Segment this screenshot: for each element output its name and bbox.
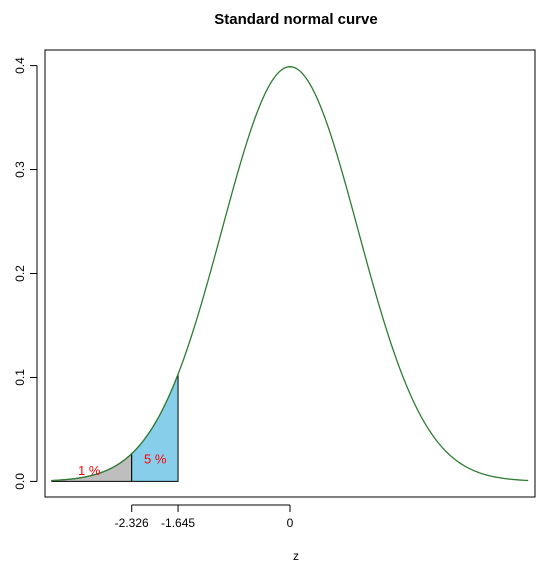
x-axis: -2.326 -1.645 0 bbox=[115, 504, 294, 530]
y-tick-label: 0.3 bbox=[13, 161, 27, 178]
x-tick-label: 0 bbox=[287, 516, 294, 530]
region-labels: 1 % 5 % bbox=[78, 452, 167, 478]
x-axis-label: z bbox=[293, 549, 299, 563]
y-tick-label: 0.1 bbox=[13, 369, 27, 386]
density-curve bbox=[51, 66, 529, 482]
y-tick-label: 0.4 bbox=[13, 57, 27, 74]
x-tick-label: -2.326 bbox=[115, 516, 149, 530]
y-axis: 0.0 0.1 0.2 0.3 0.4 bbox=[13, 57, 38, 490]
region-label-1: 1 % bbox=[78, 463, 101, 478]
y-tick-label: 0.2 bbox=[13, 265, 27, 282]
plot-frame bbox=[44, 49, 536, 498]
x-tick-label: -1.645 bbox=[161, 516, 195, 530]
y-tick-label: 0.0 bbox=[13, 473, 27, 490]
region-label-2: 5 % bbox=[144, 452, 167, 467]
chart-title: Standard normal curve bbox=[214, 11, 377, 28]
